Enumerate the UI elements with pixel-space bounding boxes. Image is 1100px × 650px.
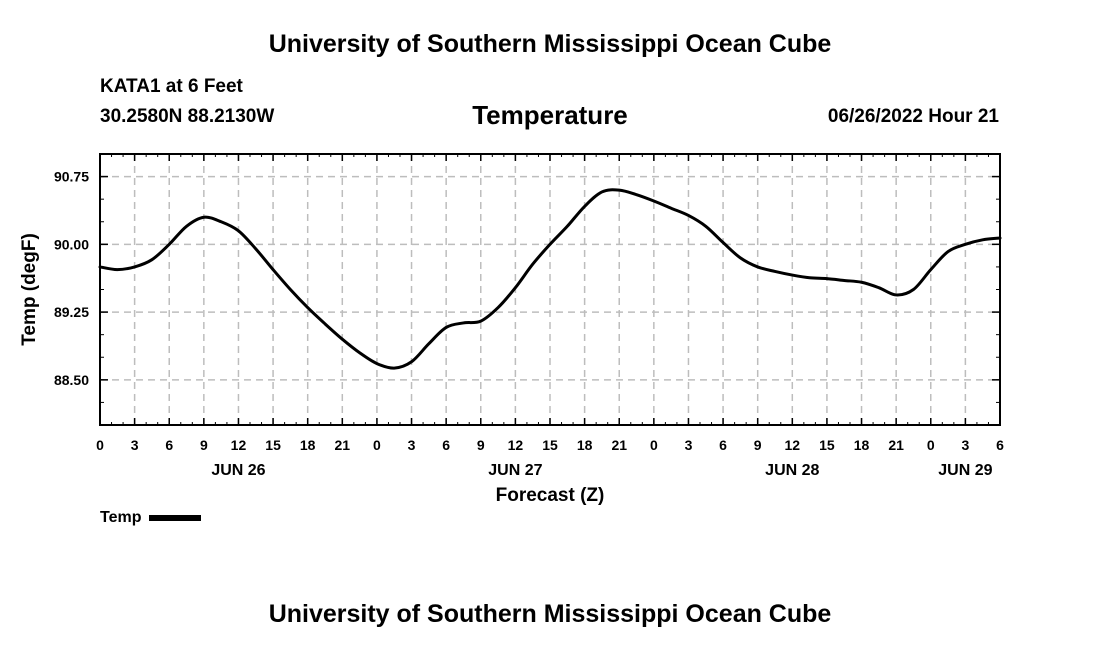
y-axis-title: Temp (degF) [19, 233, 40, 346]
x-tick-label: 21 [611, 437, 627, 453]
x-tick-label: 15 [265, 437, 281, 453]
legend-label: Temp [100, 509, 142, 526]
x-tick-label: 21 [335, 437, 351, 453]
x-tick-label: 18 [577, 437, 593, 453]
y-tick-label: 88.50 [54, 372, 89, 388]
plot-frame [99, 153, 1001, 426]
x-tick-label: 6 [165, 437, 173, 453]
coordinates-label: 30.2580N 88.2130W [100, 106, 275, 127]
y-tick-label: 89.25 [54, 304, 89, 320]
footer-title: University of Southern Mississippi Ocean… [268, 600, 832, 628]
x-tick-label: 6 [719, 437, 727, 453]
x-axis-title: Forecast (Z) [496, 485, 605, 506]
x-tick-label: 0 [373, 437, 381, 453]
x-tick-label: 3 [131, 437, 139, 453]
x-tick-label: 9 [200, 437, 208, 453]
x-tick-label: 3 [408, 437, 416, 453]
x-tick-label: 12 [785, 437, 801, 453]
datetime-label: 06/26/2022 Hour 21 [827, 106, 999, 127]
x-tick-label: 6 [442, 437, 450, 453]
x-tick-label: 0 [927, 437, 935, 453]
day-label: JUN 28 [765, 462, 819, 479]
y-tick-label: 90.00 [54, 236, 89, 252]
temp-series-line [98, 188, 1002, 370]
day-label: JUN 27 [488, 462, 542, 479]
day-label: JUN 29 [938, 462, 992, 479]
grid [100, 154, 1000, 425]
x-tick-label: 12 [231, 437, 247, 453]
axis-labels: 0 3 6 9 12 15 18 21 0 3 6 9 12 15 18 21 0 3 6 9 12 15 18 21 0 3 6 8… [19, 169, 1004, 506]
series-layer [98, 188, 1002, 370]
y-tick-label: 90.75 [54, 169, 89, 185]
day-label: JUN 26 [211, 462, 265, 479]
x-tick-label: 3 [961, 437, 969, 453]
x-tick-label: 9 [477, 437, 485, 453]
x-tick-label: 6 [996, 437, 1004, 453]
x-tick-label: 9 [754, 437, 762, 453]
page-title: University of Southern Mississippi Ocean… [268, 30, 832, 58]
legend-swatch [149, 515, 202, 521]
legend: Temp [100, 509, 202, 527]
chart-title: Temperature [472, 100, 628, 130]
x-tick-label: 15 [819, 437, 835, 453]
station-label: KATA1 at 6 Feet [100, 76, 243, 97]
x-tick-label: 18 [854, 437, 870, 453]
x-tick-label: 3 [685, 437, 693, 453]
x-tick-label: 18 [300, 437, 316, 453]
x-tick-label: 15 [542, 437, 558, 453]
x-tick-label: 0 [96, 437, 104, 453]
x-tick-label: 0 [650, 437, 658, 453]
x-tick-label: 12 [508, 437, 524, 453]
x-tick-label: 21 [888, 437, 904, 453]
